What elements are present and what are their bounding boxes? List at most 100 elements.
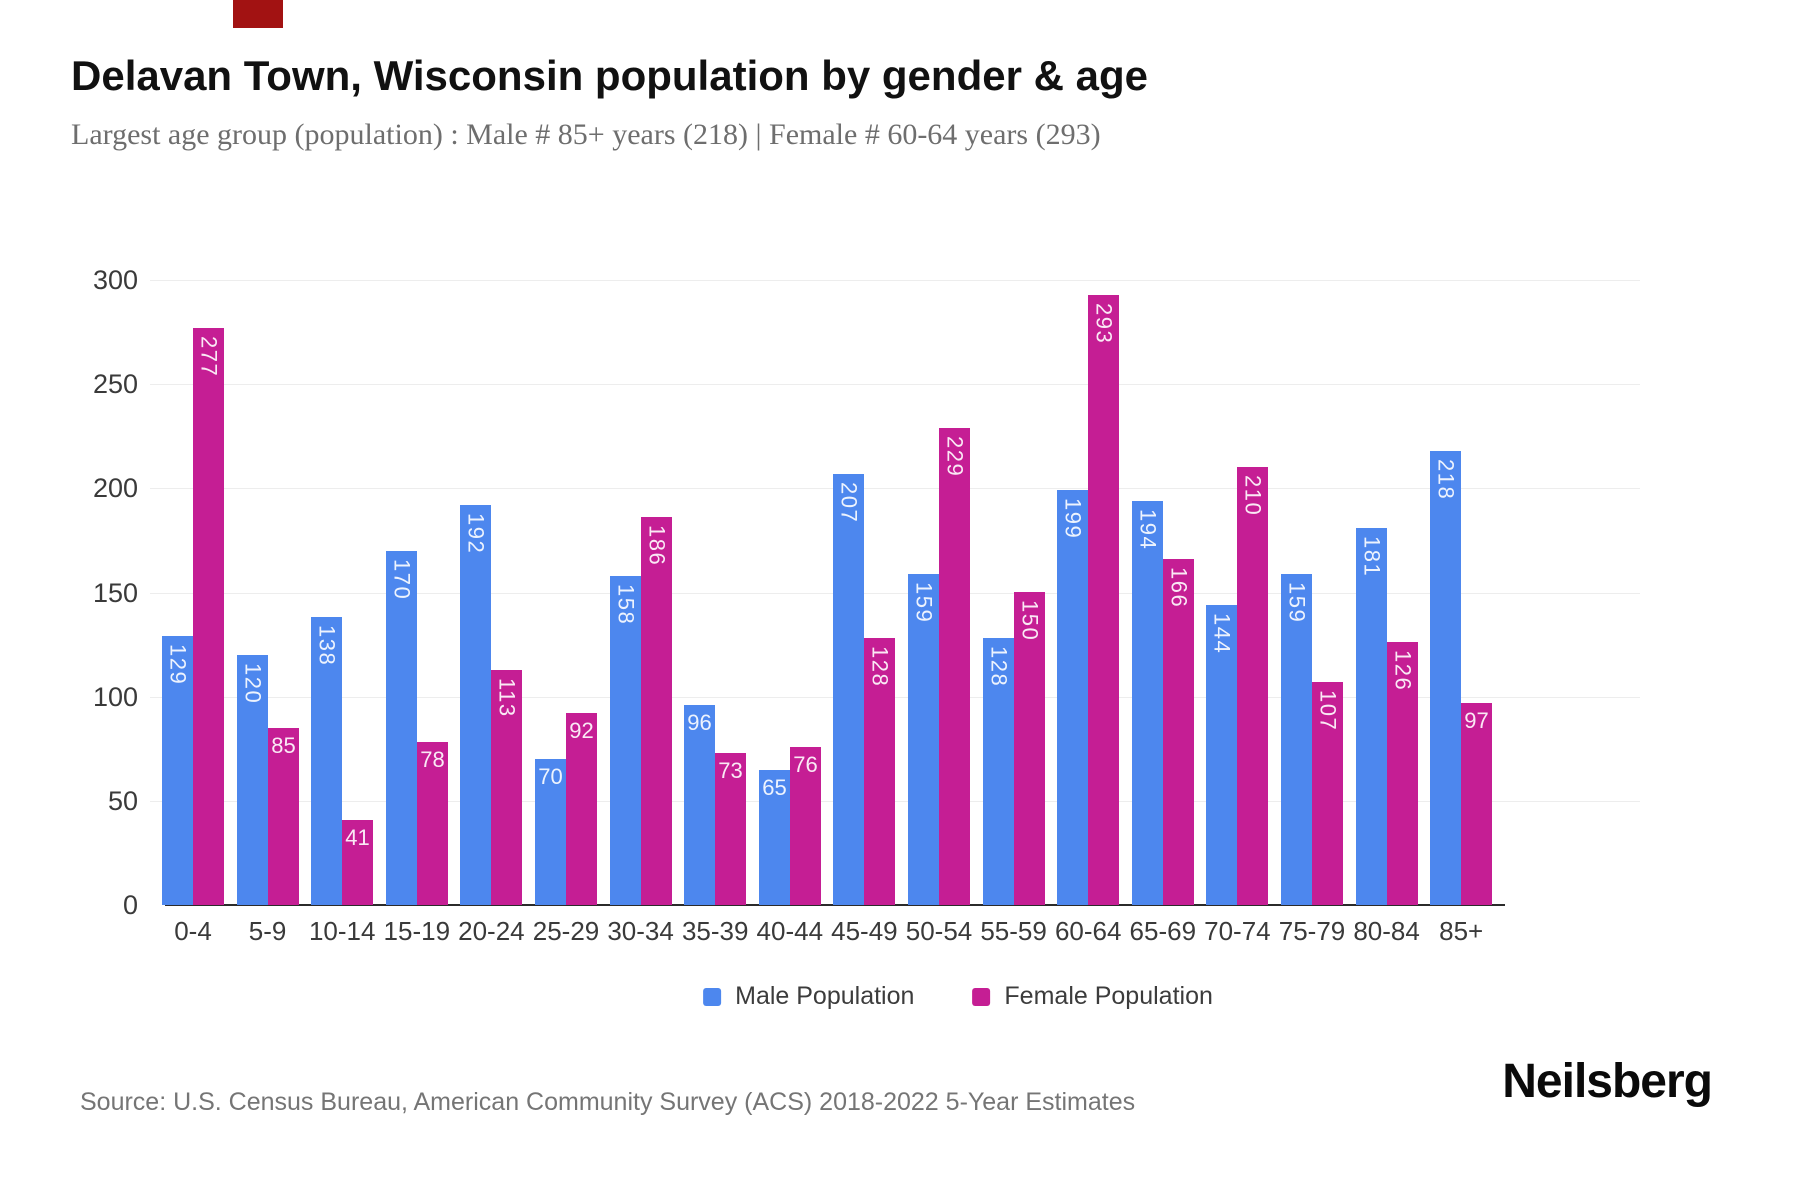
x-tick-label: 70-74 bbox=[1204, 916, 1271, 946]
y-tick-label: 250 bbox=[92, 369, 138, 400]
bar-male-80-84[interactable]: 181 bbox=[1356, 528, 1387, 905]
bar-male-10-14[interactable]: 138 bbox=[311, 617, 342, 905]
bar-value-label: 186 bbox=[644, 525, 670, 567]
bar-male-70-74[interactable]: 144 bbox=[1206, 605, 1237, 905]
female-legend-swatch-icon bbox=[972, 987, 991, 1006]
x-tick-label: 50-54 bbox=[905, 916, 973, 946]
bar-male-50-54[interactable]: 159 bbox=[908, 574, 939, 905]
bar-value-label: 73 bbox=[718, 758, 743, 783]
bar-value-label: 194 bbox=[1135, 509, 1161, 551]
bar-female-55-59[interactable]: 150 bbox=[1014, 592, 1045, 905]
bar-female-45-49[interactable]: 128 bbox=[864, 638, 895, 905]
y-tick-label: 100 bbox=[92, 681, 138, 712]
x-tick-label: 85+ bbox=[1439, 916, 1484, 946]
x-tick-label: 10-14 bbox=[308, 916, 376, 946]
bar-value-label: 65 bbox=[762, 775, 787, 800]
bar-male-55-59[interactable]: 128 bbox=[983, 638, 1014, 905]
bar-male-40-44[interactable]: 65 bbox=[759, 770, 790, 905]
bar-value-label: 126 bbox=[1390, 650, 1416, 692]
bar-male-5-9[interactable]: 120 bbox=[237, 655, 268, 905]
bar-value-label: 107 bbox=[1315, 690, 1341, 732]
page-title: Delavan Town, Wisconsin population by ge… bbox=[71, 52, 1148, 99]
bar-value-label: 293 bbox=[1091, 303, 1117, 345]
bar-value-label: 78 bbox=[420, 747, 445, 772]
gridline bbox=[150, 280, 1640, 281]
x-tick-label: 35-39 bbox=[681, 916, 749, 946]
bar-value-label: 76 bbox=[793, 752, 818, 777]
bar-value-label: 210 bbox=[1240, 475, 1266, 517]
x-tick-label: 5-9 bbox=[248, 916, 287, 946]
bar-female-25-29[interactable]: 92 bbox=[566, 713, 597, 905]
x-tick-label: 80-84 bbox=[1353, 916, 1420, 946]
bar-male-15-19[interactable]: 170 bbox=[386, 551, 417, 905]
bar-value-label: 277 bbox=[196, 336, 222, 378]
gridline bbox=[150, 696, 1640, 698]
x-tick-label: 45-49 bbox=[831, 916, 898, 946]
legend-label: Male Population bbox=[735, 982, 915, 1010]
bar-female-30-34[interactable]: 186 bbox=[641, 517, 672, 905]
legend-label: Female Population bbox=[1004, 982, 1213, 1010]
bar-value-label: 170 bbox=[389, 559, 415, 601]
brand-logo: Neilsberg bbox=[1502, 1055, 1713, 1108]
bar-female-70-74[interactable]: 210 bbox=[1237, 467, 1268, 905]
bar-value-label: 192 bbox=[463, 513, 489, 555]
bar-value-label: 150 bbox=[1017, 600, 1043, 642]
bar-female-20-24[interactable]: 113 bbox=[491, 670, 522, 905]
gridline bbox=[150, 592, 1640, 594]
x-tick-label: 0-4 bbox=[174, 916, 212, 946]
bar-female-0-4[interactable]: 277 bbox=[193, 328, 224, 905]
bar-female-80-84[interactable]: 126 bbox=[1387, 642, 1418, 905]
x-tick-label: 65-69 bbox=[1129, 916, 1197, 946]
bar-female-5-9[interactable]: 85 bbox=[268, 728, 299, 905]
bar-value-label: 159 bbox=[1284, 582, 1310, 624]
gridline bbox=[150, 488, 1640, 490]
bar-value-label: 199 bbox=[1060, 498, 1086, 540]
bar-value-label: 97 bbox=[1464, 708, 1489, 733]
bar-male-65-69[interactable]: 194 bbox=[1132, 501, 1163, 905]
male-legend-swatch-icon bbox=[703, 987, 722, 1006]
bar-value-label: 158 bbox=[613, 584, 639, 626]
bar-value-label: 85 bbox=[271, 733, 296, 758]
legend-item-male[interactable]: Male Population bbox=[703, 982, 914, 1011]
bar-value-label: 128 bbox=[867, 646, 893, 688]
bar-male-60-64[interactable]: 199 bbox=[1057, 490, 1088, 905]
bar-male-75-79[interactable]: 159 bbox=[1281, 574, 1312, 905]
bar-male-0-4[interactable]: 129 bbox=[162, 636, 193, 905]
bar-male-85+[interactable]: 218 bbox=[1430, 451, 1461, 905]
red-corner-mark bbox=[233, 0, 283, 28]
x-axis-line bbox=[165, 904, 1505, 906]
chart-legend: Male Population Female Population bbox=[703, 982, 1213, 1011]
x-tick-label: 60-64 bbox=[1054, 916, 1122, 946]
bar-female-85+[interactable]: 97 bbox=[1461, 703, 1492, 905]
bar-female-40-44[interactable]: 76 bbox=[790, 747, 821, 905]
bar-male-25-29[interactable]: 70 bbox=[535, 759, 566, 905]
bar-female-35-39[interactable]: 73 bbox=[715, 753, 746, 905]
bar-value-label: 120 bbox=[240, 663, 266, 705]
bar-female-15-19[interactable]: 78 bbox=[417, 742, 448, 905]
bar-male-45-49[interactable]: 207 bbox=[833, 474, 864, 905]
bar-male-30-34[interactable]: 158 bbox=[610, 576, 641, 905]
bar-value-label: 207 bbox=[836, 482, 862, 524]
bar-value-label: 229 bbox=[942, 436, 968, 478]
bar-female-10-14[interactable]: 41 bbox=[342, 820, 373, 905]
bar-female-50-54[interactable]: 229 bbox=[939, 428, 970, 905]
bar-value-label: 166 bbox=[1166, 567, 1192, 609]
y-tick-label: 200 bbox=[92, 473, 138, 504]
y-tick-label: 0 bbox=[122, 890, 138, 920]
bar-male-35-39[interactable]: 96 bbox=[684, 705, 715, 905]
bar-value-label: 218 bbox=[1433, 459, 1459, 501]
gridline bbox=[150, 800, 1640, 802]
page-subtitle: Largest age group (population) : Male # … bbox=[71, 118, 1101, 151]
gridline bbox=[150, 384, 1640, 386]
bar-female-75-79[interactable]: 107 bbox=[1312, 682, 1343, 905]
bar-female-65-69[interactable]: 166 bbox=[1163, 559, 1194, 905]
y-tick-label: 50 bbox=[107, 785, 138, 816]
legend-item-female[interactable]: Female Population bbox=[972, 982, 1213, 1011]
bar-value-label: 144 bbox=[1209, 613, 1235, 655]
bar-male-20-24[interactable]: 192 bbox=[460, 505, 491, 905]
bar-female-60-64[interactable]: 293 bbox=[1088, 295, 1119, 905]
bar-value-label: 138 bbox=[314, 625, 340, 667]
bar-value-label: 128 bbox=[986, 646, 1012, 688]
